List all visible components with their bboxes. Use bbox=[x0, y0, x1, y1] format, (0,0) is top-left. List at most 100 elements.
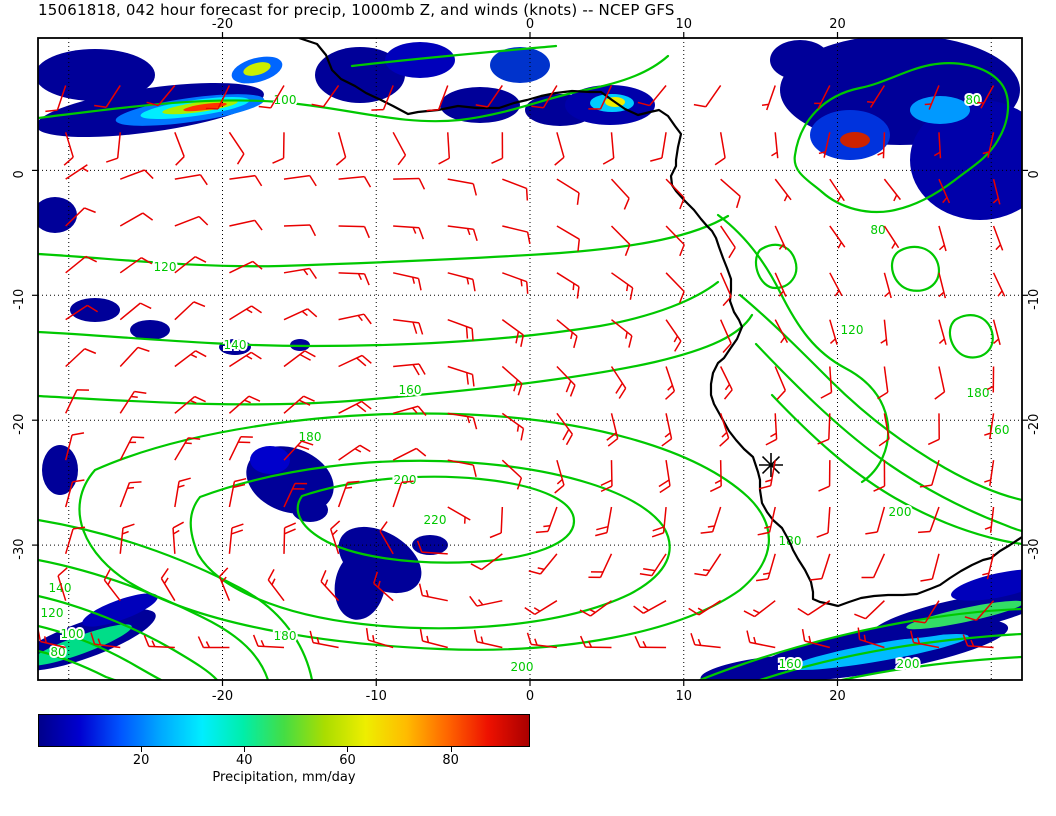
barb-staff bbox=[174, 481, 180, 508]
barb-staff bbox=[174, 350, 197, 368]
wind-barb bbox=[924, 85, 940, 110]
barb-staff bbox=[57, 575, 67, 601]
height-contour-180 bbox=[758, 632, 1022, 680]
barb-staff bbox=[606, 506, 613, 533]
wind-barb bbox=[205, 85, 231, 110]
barb-staff bbox=[989, 413, 995, 440]
barb-feather bbox=[873, 485, 885, 492]
barb-half-feather bbox=[984, 432, 991, 436]
barb-feather bbox=[143, 634, 150, 647]
barb-feather bbox=[412, 364, 420, 376]
barb-staff bbox=[883, 178, 902, 201]
coastline bbox=[298, 38, 1022, 608]
barb-feather bbox=[722, 342, 732, 353]
barb-staff bbox=[754, 600, 776, 618]
barb-half-feather bbox=[372, 635, 375, 642]
barb-feather bbox=[516, 477, 523, 490]
wind-barb bbox=[119, 523, 135, 554]
barb-staff bbox=[502, 272, 528, 283]
barb-staff bbox=[774, 225, 787, 250]
barb-feather bbox=[416, 540, 423, 553]
wind-barb bbox=[690, 633, 721, 649]
barb-staff bbox=[283, 527, 286, 554]
barb-staff bbox=[829, 272, 843, 297]
wind-barb bbox=[174, 215, 209, 227]
barb-feather bbox=[142, 212, 154, 221]
wind-barb bbox=[829, 319, 838, 345]
barb-staff bbox=[705, 85, 722, 108]
barb-staff bbox=[610, 225, 631, 245]
barb-staff bbox=[774, 366, 787, 391]
barb-feather bbox=[361, 400, 372, 410]
barb-staff bbox=[774, 178, 792, 201]
barb-staff bbox=[913, 641, 940, 649]
axis-tick-label: -20 bbox=[212, 689, 233, 704]
wind-barb bbox=[65, 348, 97, 368]
wind-barb bbox=[228, 523, 244, 554]
barb-staff bbox=[720, 178, 741, 197]
barb-half-feather bbox=[997, 290, 1003, 297]
wind-barb bbox=[228, 477, 247, 508]
axis-tick-label: 10 bbox=[675, 17, 692, 32]
barb-staff bbox=[368, 639, 394, 649]
barb-staff bbox=[392, 482, 403, 508]
barb-feather bbox=[650, 157, 663, 162]
wind-barb bbox=[447, 412, 478, 430]
barb-feather bbox=[418, 322, 424, 335]
barb-feather bbox=[254, 175, 263, 187]
barb-half-feather bbox=[316, 637, 320, 644]
wind-barb bbox=[556, 272, 580, 299]
barb-staff bbox=[769, 460, 776, 486]
barb-staff bbox=[148, 645, 175, 649]
barb-feather bbox=[307, 308, 318, 318]
barb-half-feather bbox=[177, 484, 185, 488]
barb-feather bbox=[272, 157, 284, 164]
barb-feather bbox=[160, 568, 169, 579]
barb-feather bbox=[934, 391, 945, 400]
barb-feather bbox=[758, 485, 771, 490]
wind-barb bbox=[719, 413, 730, 447]
wind-barb bbox=[228, 395, 261, 414]
barb-staff bbox=[119, 391, 135, 414]
barb-feather bbox=[71, 432, 85, 436]
barb-feather bbox=[361, 354, 372, 364]
wind-barb bbox=[801, 628, 831, 649]
wind-barb bbox=[283, 224, 317, 237]
barb-staff bbox=[337, 132, 347, 158]
barb-staff bbox=[447, 178, 474, 185]
wind-barb bbox=[743, 600, 776, 618]
barb-half-feather bbox=[642, 640, 647, 648]
barb-half-feather bbox=[477, 599, 484, 606]
barb-feather bbox=[85, 255, 98, 263]
barb-staff bbox=[119, 436, 133, 461]
barb-staff bbox=[661, 132, 667, 159]
barb-staff bbox=[766, 85, 776, 111]
wind-barb bbox=[229, 174, 263, 187]
wind-barb bbox=[447, 459, 477, 477]
wind-barb bbox=[757, 506, 776, 536]
wind-barb bbox=[854, 600, 885, 620]
barb-staff bbox=[876, 506, 886, 533]
wind-barb bbox=[392, 131, 407, 166]
barb-staff bbox=[447, 225, 474, 231]
barb-half-feather bbox=[425, 589, 429, 597]
barb-staff bbox=[556, 272, 580, 288]
barb-staff bbox=[338, 175, 365, 180]
wind-barb bbox=[416, 540, 448, 555]
barb-feather bbox=[129, 481, 142, 484]
wind-barb bbox=[600, 460, 613, 493]
barb-feather bbox=[489, 532, 502, 539]
barb-staff bbox=[103, 579, 121, 602]
barb-staff bbox=[534, 600, 558, 616]
barb-feather bbox=[525, 188, 529, 201]
barb-staff bbox=[992, 272, 1006, 297]
barb-staff bbox=[218, 576, 231, 601]
barb-staff bbox=[229, 174, 256, 180]
barb-feather bbox=[122, 523, 135, 529]
wind-barb bbox=[817, 413, 831, 445]
barb-half-feather bbox=[122, 530, 129, 535]
barb-feather bbox=[520, 334, 525, 347]
barb-half-feather bbox=[707, 525, 715, 528]
wind-barb bbox=[883, 272, 892, 299]
barb-staff bbox=[665, 413, 673, 439]
